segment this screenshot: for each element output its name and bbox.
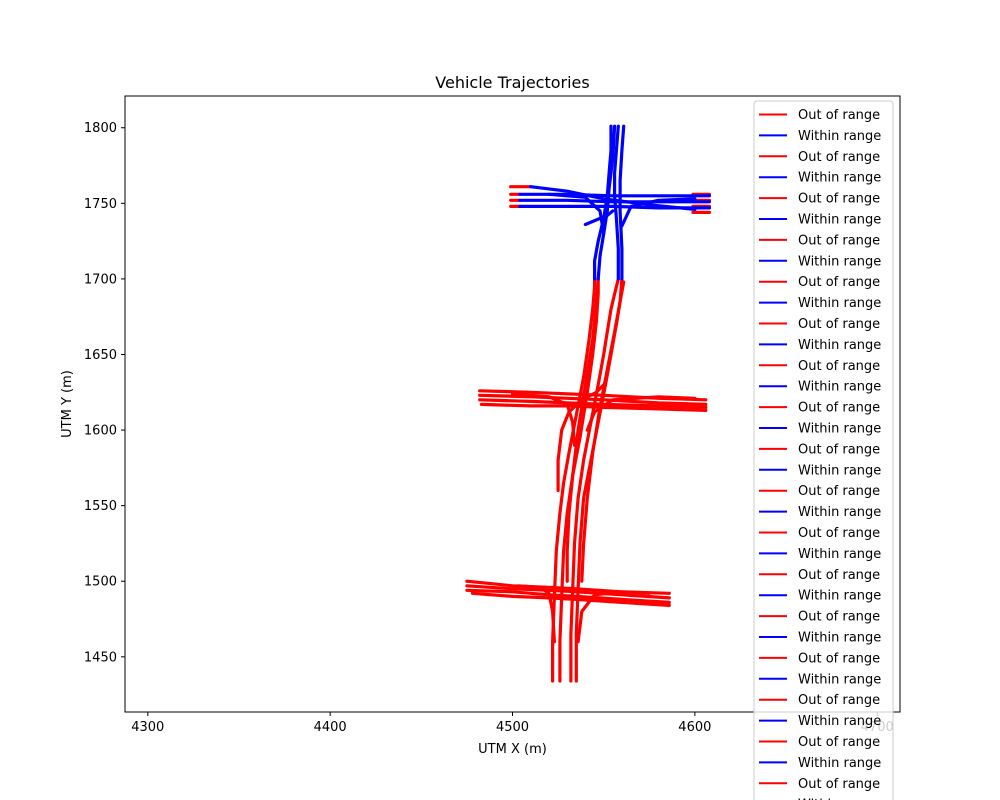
trajectory-line-16 (479, 402, 708, 412)
legend-label-21: Within range (798, 547, 881, 562)
trajectory-line-10 (470, 591, 671, 608)
legend-label-4: Out of range (798, 192, 880, 207)
legend: Out of range Within range Out of range With… (753, 100, 894, 800)
legend-label-14: Out of range (798, 401, 880, 416)
trajectory-line-12 (576, 590, 651, 644)
legend-label-8: Out of range (798, 275, 880, 290)
y-axis-ticks: 1450 1500 1550 1600 1650 1700 1750 1800 (84, 121, 125, 665)
trajectory-line-18 (585, 395, 697, 432)
chart-title: Vehicle Trajectories (435, 73, 589, 92)
y-axis-label: UTM Y (m) (60, 370, 75, 438)
y-tick-label-7: 1800 (84, 121, 117, 136)
legend-label-6: Out of range (798, 233, 880, 248)
legend-label-25: Within range (798, 631, 881, 646)
legend-label-10: Out of range (798, 317, 880, 332)
legend-label-33: Within range (798, 798, 881, 800)
x-tick-label-0: 4300 (131, 720, 164, 735)
legend-label-7: Within range (798, 254, 881, 269)
trajectory-line-34 (529, 185, 697, 211)
legend-label-29: Within range (798, 714, 881, 729)
legend-label-26: Out of range (798, 651, 880, 666)
series-layer (465, 124, 712, 683)
legend-label-24: Out of range (798, 610, 880, 625)
y-tick-label-4: 1650 (84, 348, 117, 363)
legend-label-1: Within range (798, 129, 881, 144)
x-tick-label-3: 4600 (678, 720, 711, 735)
legend-label-15: Within range (798, 422, 881, 437)
legend-box (753, 100, 894, 800)
legend-label-12: Out of range (798, 359, 880, 374)
legend-label-23: Within range (798, 589, 881, 604)
y-tick-label-0: 1450 (84, 650, 117, 665)
y-tick-label-1: 1500 (84, 575, 117, 590)
legend-label-27: Within range (798, 672, 881, 687)
legend-label-5: Within range (798, 213, 881, 228)
x-tick-label-1: 4400 (314, 720, 347, 735)
x-tick-label-2: 4500 (496, 720, 529, 735)
trajectory-line-36 (620, 197, 697, 228)
trajectory-line-2 (565, 277, 600, 583)
legend-label-17: Within range (798, 463, 881, 478)
trajectory-line-8 (465, 584, 671, 600)
legend-label-13: Within range (798, 380, 881, 395)
trajectory-line-32 (518, 198, 712, 204)
y-tick-label-2: 1550 (84, 499, 117, 514)
legend-label-3: Within range (798, 171, 881, 186)
y-tick-label-3: 1600 (84, 424, 117, 439)
x-axis-label: UTM X (m) (478, 742, 547, 757)
trajectory-line-35 (547, 192, 606, 236)
legend-label-2: Out of range (798, 150, 880, 165)
legend-label-32: Out of range (798, 777, 880, 792)
trajectory-line-9 (465, 588, 671, 605)
legend-label-16: Out of range (798, 442, 880, 457)
legend-label-11: Within range (798, 338, 881, 353)
y-tick-label-5: 1700 (84, 272, 117, 287)
legend-label-0: Out of range (798, 108, 880, 123)
legend-label-28: Out of range (798, 693, 880, 708)
trajectory-line-11 (516, 584, 557, 644)
legend-label-22: Out of range (798, 568, 880, 583)
trajectory-line-15 (478, 398, 708, 409)
trajectory-line-37 (583, 209, 615, 227)
legend-label-31: Within range (798, 756, 881, 771)
trajectory-line-17 (510, 392, 577, 447)
legend-label-19: Within range (798, 505, 881, 520)
legend-label-30: Out of range (798, 735, 880, 750)
trajectory-line-14 (478, 393, 708, 406)
legend-label-18: Out of range (798, 484, 880, 499)
trajectory-line-28 (596, 124, 617, 281)
legend-label-20: Out of range (798, 526, 880, 541)
legend-label-9: Within range (798, 296, 881, 311)
y-tick-label-6: 1750 (84, 197, 117, 212)
